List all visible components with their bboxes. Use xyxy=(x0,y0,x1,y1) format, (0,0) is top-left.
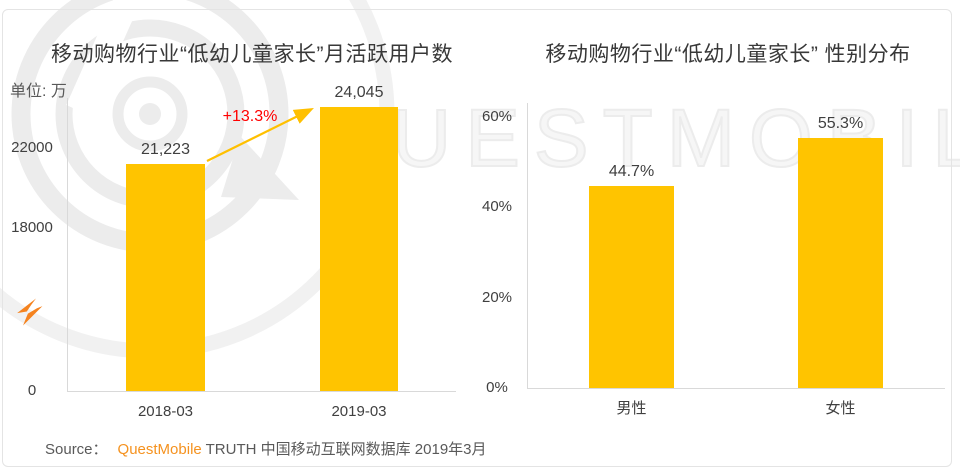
x-axis-line xyxy=(67,391,456,392)
left-chart-title: 移动购物行业“低幼儿童家长”月活跃用户数 xyxy=(51,43,453,66)
bar-value-label: 55.3% xyxy=(817,115,864,132)
category-label: 男性 xyxy=(616,400,647,417)
right-chart-title: 移动购物行业“低幼儿童家长” 性别分布 xyxy=(545,43,911,66)
unit-label: 单位: 万 xyxy=(10,83,67,100)
x-axis-line xyxy=(527,388,945,389)
source-rest: TRUTH 中国移动互联网数据库 2019年3月 xyxy=(201,441,487,458)
source-label: Source： xyxy=(45,441,108,458)
lightning-icon xyxy=(17,298,43,326)
bar xyxy=(589,186,674,388)
bar-value-label: 21,223 xyxy=(141,141,190,158)
category-label: 女性 xyxy=(825,400,856,417)
bar-value-label: 24,045 xyxy=(334,84,384,101)
category-label: 2019-03 xyxy=(331,403,387,420)
y-axis-line xyxy=(527,103,528,388)
y-tick-label: 0% xyxy=(486,379,508,396)
brand-name: QuestMobile xyxy=(117,441,202,458)
y-tick-label: 60% xyxy=(481,108,513,125)
y-tick-label: 22000 xyxy=(11,139,53,156)
y-axis-line xyxy=(67,98,68,391)
source-line: Source： QuestMobile TRUTH 中国移动互联网数据库 2019… xyxy=(45,438,487,459)
category-label: 2018-03 xyxy=(137,403,194,420)
y-tick-label: 18000 xyxy=(11,219,53,236)
bar-value-label: 44.7% xyxy=(608,163,655,180)
bar xyxy=(126,164,205,391)
y-tick-label: 40% xyxy=(481,198,513,215)
bar xyxy=(798,138,883,388)
bar xyxy=(320,107,398,391)
y-tick-label: 20% xyxy=(481,289,513,306)
y-tick-label: 0 xyxy=(27,382,37,399)
